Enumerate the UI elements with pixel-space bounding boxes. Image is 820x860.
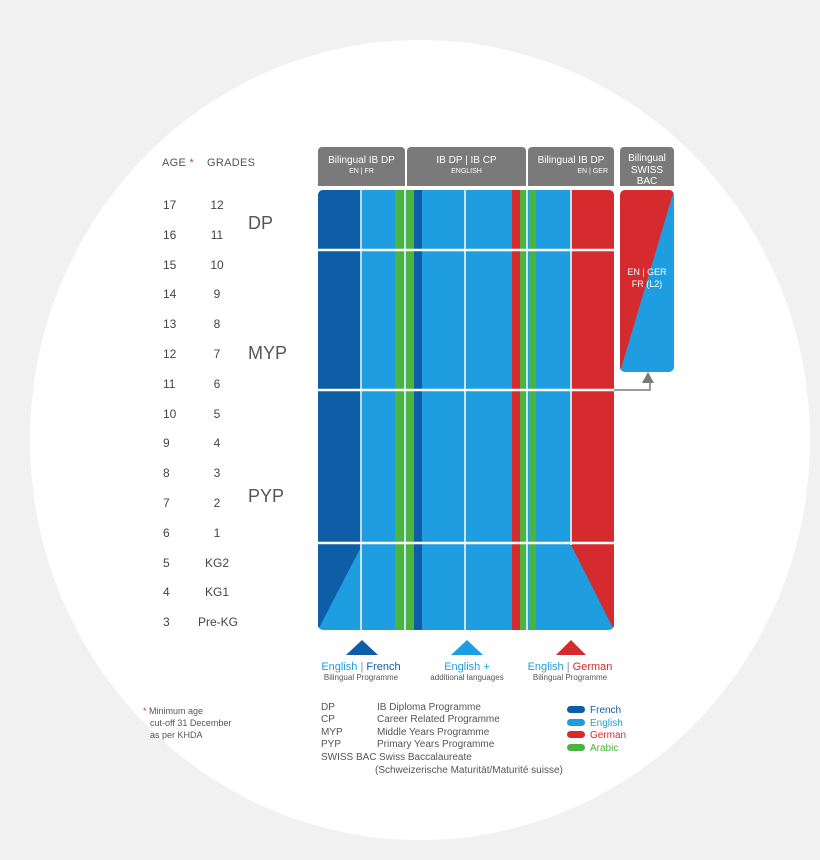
programme-english-plus: English + additional languages xyxy=(430,661,504,682)
age-value: 7 xyxy=(163,496,170,510)
tab-bilingual-ib-dp-fr: Bilingual IB DP EN | FR xyxy=(318,147,405,186)
stage-label-myp: MYP xyxy=(248,343,288,363)
tab-subtitle: EN | FR xyxy=(349,168,374,175)
age-value: 11 xyxy=(163,376,176,391)
legend-item-french: French xyxy=(567,705,621,716)
legend-item-arabic: Arabic xyxy=(567,743,618,754)
arabic-column-1 xyxy=(395,190,404,630)
tab-title: Bilingual IB DP xyxy=(328,155,395,166)
minimum-age-footnote: * Minimum age cut-off 31 December as per… xyxy=(143,706,232,740)
programme-bars xyxy=(318,190,614,630)
german-column-1 xyxy=(512,190,520,630)
tab-subtitle: EN | GER xyxy=(577,168,608,175)
legend-swatch xyxy=(567,731,585,738)
legend-label: German xyxy=(590,730,627,741)
age-value: 5 xyxy=(163,555,170,570)
arabic-column-3 xyxy=(520,190,526,630)
stage-dividers xyxy=(318,248,614,545)
age-value: 13 xyxy=(163,317,177,332)
legend-swatch xyxy=(567,718,585,726)
programme-english-french: English | French Bilingual Programme xyxy=(321,661,401,682)
grade-value: 10 xyxy=(210,257,224,272)
arrow-french xyxy=(346,640,378,655)
age-header: AGE * xyxy=(162,157,195,169)
glossary-abbr: MYP xyxy=(321,726,343,738)
age-value: 14 xyxy=(163,287,177,302)
stage-label-dp: DP xyxy=(248,213,274,233)
grade-value: 5 xyxy=(213,406,221,421)
grade-value: 12 xyxy=(210,198,224,212)
english-base xyxy=(318,190,614,630)
programme-english-german: English | German Bilingual Programme xyxy=(527,661,613,682)
tab-subtitle: ENGLISH xyxy=(451,168,482,175)
legend-swatch xyxy=(567,743,585,751)
age-value: 4 xyxy=(163,585,170,600)
tab-title: IB DP | IB CP xyxy=(436,155,497,166)
grade-value: 1 xyxy=(213,525,221,540)
german-column xyxy=(571,190,614,630)
grade-value: 2 xyxy=(213,496,221,510)
arrow-english xyxy=(451,640,483,655)
tab-title-line2: SWISS BAC xyxy=(630,165,664,187)
age-value: 10 xyxy=(163,406,177,421)
grade-value: KG2 xyxy=(204,555,229,570)
arabic-column-4 xyxy=(529,190,536,630)
legend-item-german: German xyxy=(567,730,626,741)
glossary-abbr: SWISS BAC xyxy=(321,751,377,763)
tab-title: Bilingual IB DP xyxy=(537,155,605,166)
glossary-full: Career Related Programme xyxy=(377,714,500,726)
grade-value: Pre-KG xyxy=(198,615,239,630)
legend-label: Arabic xyxy=(590,742,619,754)
age-value: 16 xyxy=(163,227,177,242)
stage-label-pyp: PYP xyxy=(248,486,285,506)
glossary-swiss-bac-note: (Schweizerische Maturität/Maturité suiss… xyxy=(375,765,563,776)
french-column xyxy=(318,190,362,630)
tab-bilingual-ib-dp-ger: Bilingual IB DP EN | GER xyxy=(528,147,614,186)
grade-value: 8 xyxy=(213,317,221,332)
glossary-abbr: PYP xyxy=(321,739,342,751)
swiss-bac-languages: EN | GER FR (L2) xyxy=(627,267,667,289)
legend-label: French xyxy=(590,705,622,716)
grade-value: 9 xyxy=(213,287,221,302)
swiss-bac-panel xyxy=(620,190,674,372)
glossary-full: IB Diploma Programme xyxy=(377,702,481,713)
grade-value: 11 xyxy=(210,227,224,242)
glossary-abbr: CP xyxy=(321,714,335,726)
age-value: 3 xyxy=(163,615,170,630)
glossary-abbr: DP xyxy=(321,702,335,713)
age-value: 12 xyxy=(163,347,177,361)
grade-value: 7 xyxy=(213,347,221,361)
tab-title-line1: Bilingual xyxy=(628,153,666,164)
grades-header: GRADES xyxy=(207,157,256,169)
french-column-2 xyxy=(414,190,422,630)
grade-value: 6 xyxy=(213,376,221,391)
legend-swatch xyxy=(567,706,585,713)
legend-item-english: English xyxy=(567,718,623,729)
tab-ib-dp-cp: IB DP | IB CP ENGLISH xyxy=(407,147,526,186)
glossary-full: Middle Years Programme xyxy=(377,726,490,738)
tab-swiss-bac: Bilingual SWISS BAC xyxy=(620,147,674,187)
arabic-column-2 xyxy=(406,190,414,630)
grade-value: 3 xyxy=(213,466,221,481)
grade-value: KG1 xyxy=(204,585,229,600)
swiss-bac-arrow xyxy=(642,372,654,383)
glossary-full: Swiss Baccalaureate xyxy=(379,751,472,763)
grade-value: 4 xyxy=(213,436,221,451)
glossary-full: Primary Years Programme xyxy=(377,739,495,751)
age-value: 6 xyxy=(163,525,170,540)
age-value: 8 xyxy=(163,466,170,481)
legend-label: English xyxy=(590,717,623,729)
age-value: 9 xyxy=(163,436,170,451)
age-value: 15 xyxy=(163,257,177,272)
age-value: 17 xyxy=(163,198,177,212)
arrow-german xyxy=(556,640,586,655)
